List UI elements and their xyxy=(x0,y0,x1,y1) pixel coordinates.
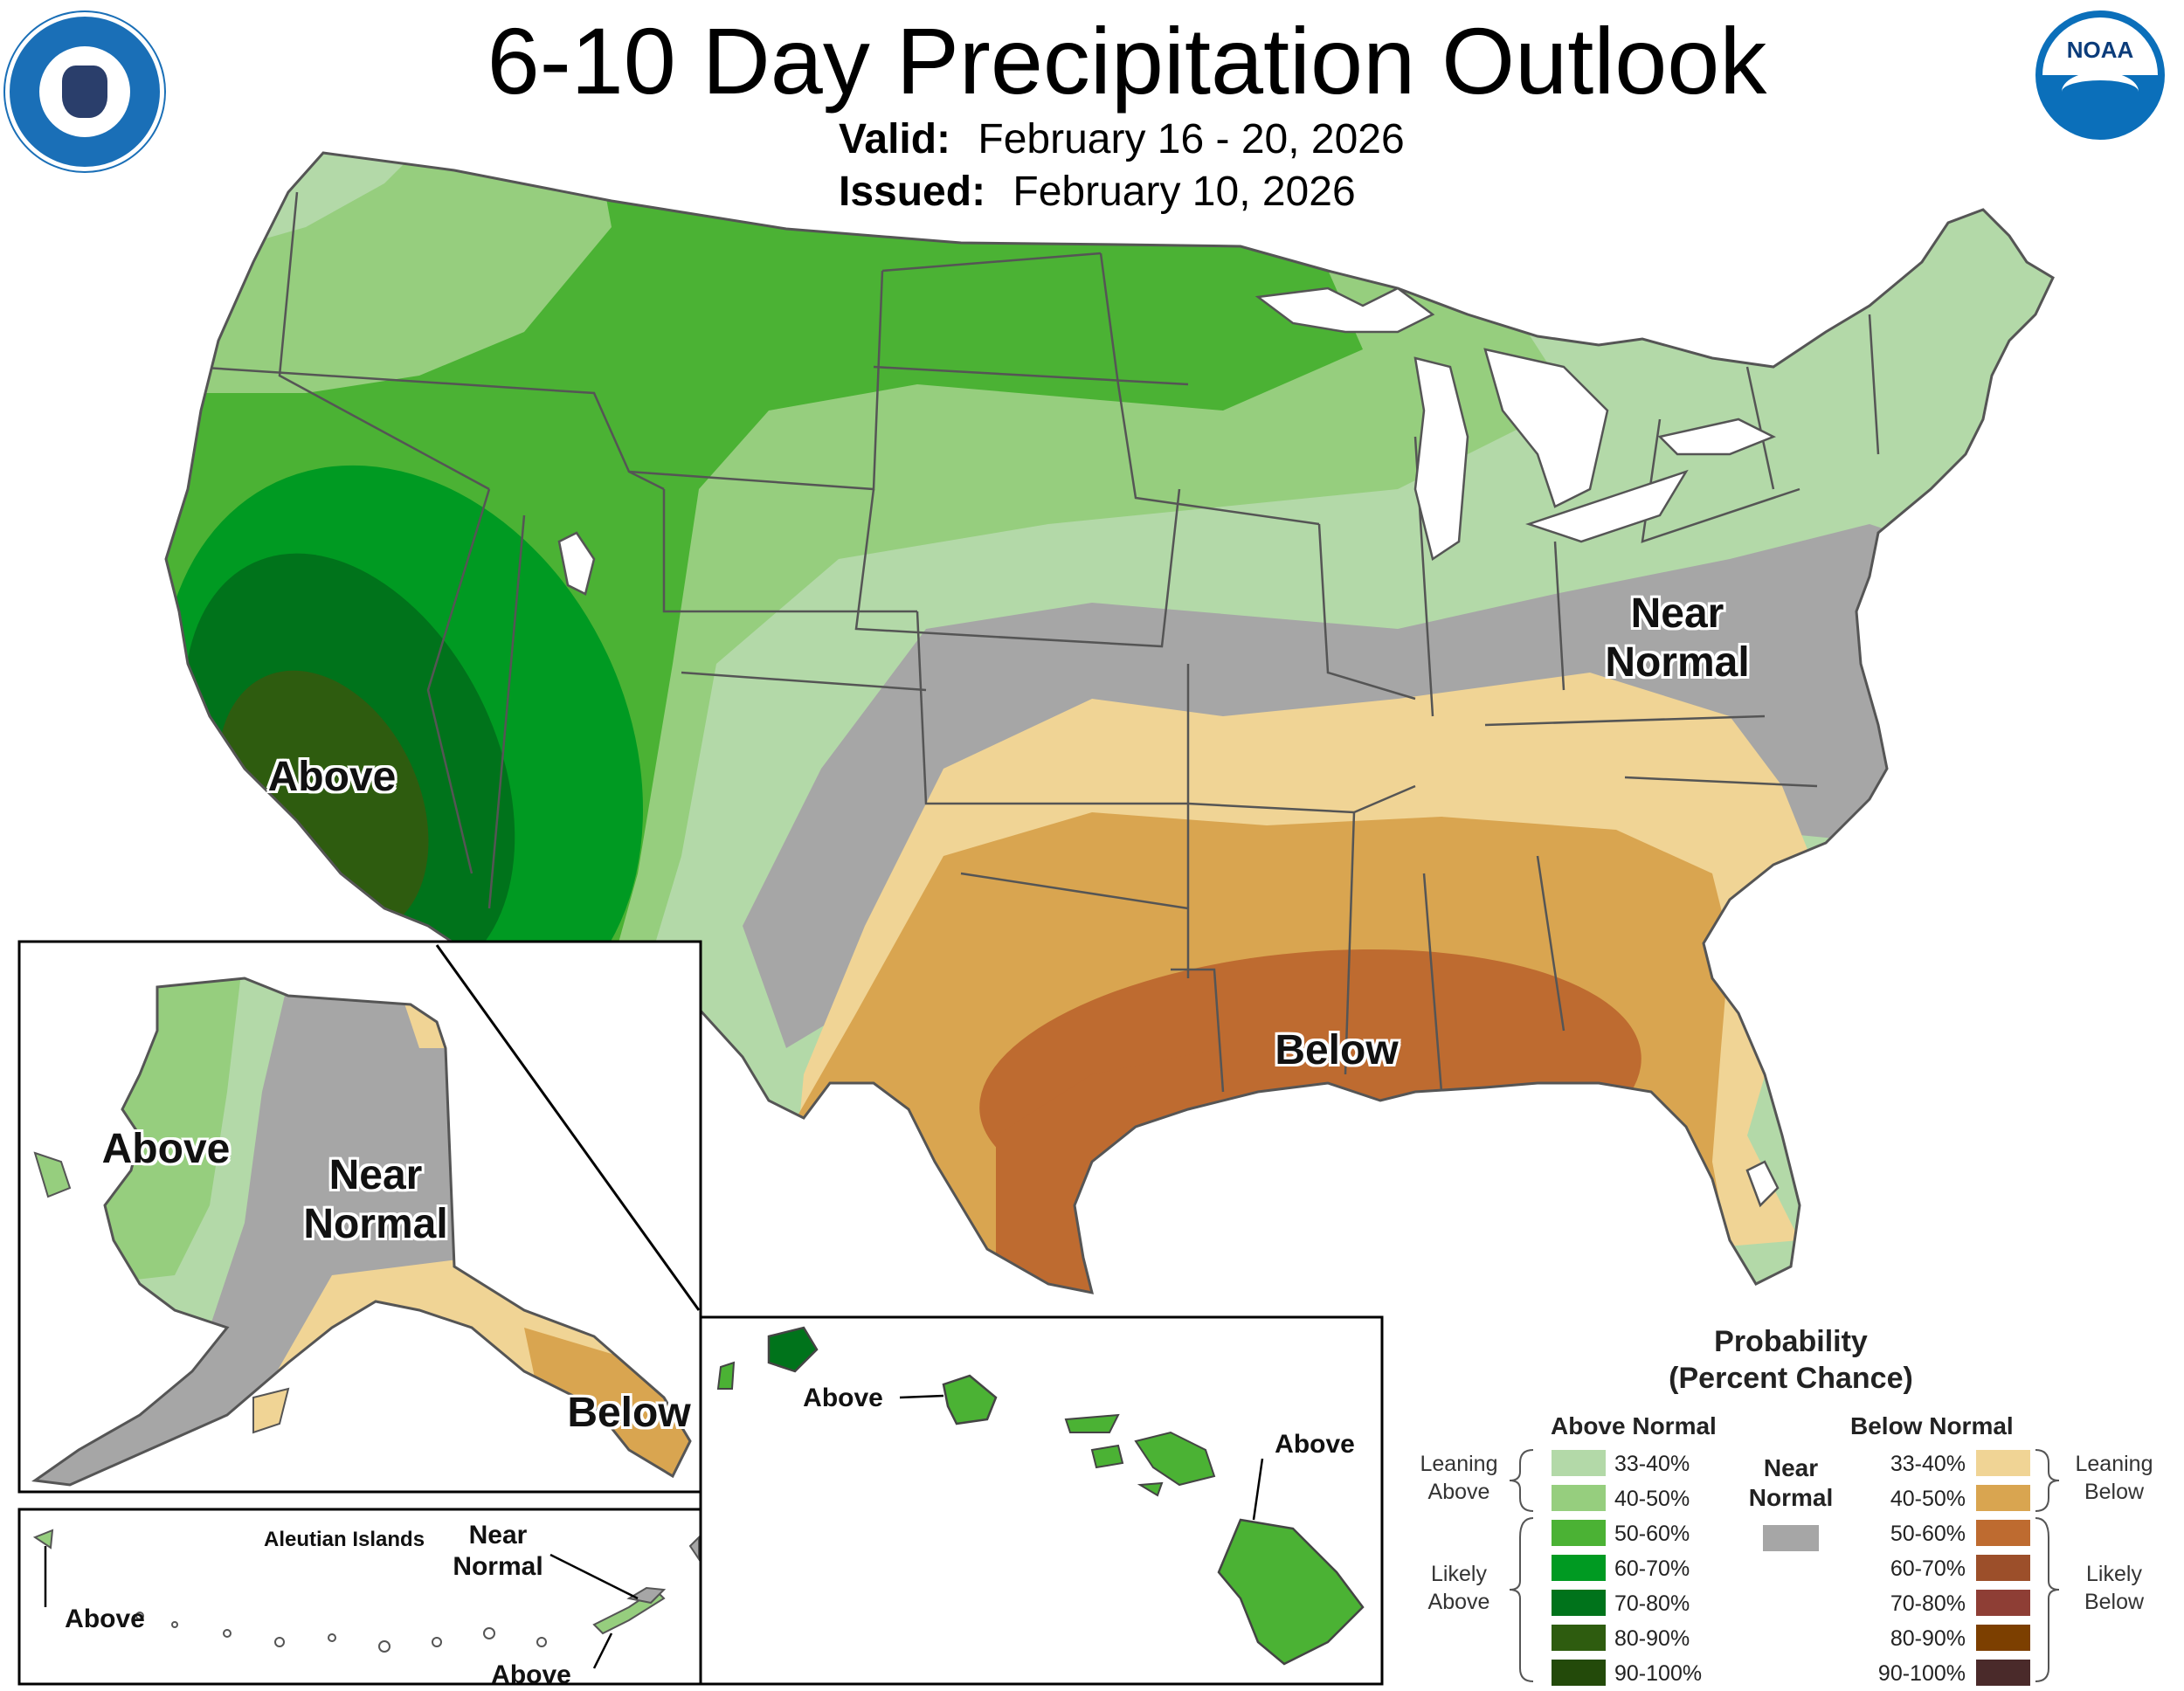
issued-line: Issued: February 10, 2026 xyxy=(839,166,1356,218)
legend-above-label-2: 50-60% xyxy=(1614,1522,1690,1546)
noaa-logo-text: NOAA xyxy=(2066,37,2134,63)
legend-above-label-4: 70-80% xyxy=(1614,1591,1690,1616)
noaa-logo: NOAA xyxy=(2035,10,2165,140)
leaning-above-line2: Above xyxy=(1427,1480,1490,1504)
leaning-above-label: Leaning Above xyxy=(1406,1450,1511,1506)
aleutian-above-left-label: Above xyxy=(65,1605,145,1633)
hawaii-above-right-label: Above xyxy=(1275,1430,1355,1459)
legend-above-swatch-4 xyxy=(1552,1590,1606,1616)
eagle-icon xyxy=(62,66,107,118)
valid-dates: February 16 - 20, 2026 xyxy=(978,116,1405,162)
legend-below-swatch-3 xyxy=(1976,1555,2030,1581)
legend-above-swatch-0 xyxy=(1552,1450,1606,1476)
conus-above-label: Above xyxy=(267,754,397,800)
likely-above-line1: Likely xyxy=(1431,1562,1487,1586)
page-title: 6-10 Day Precipitation Outlook xyxy=(487,8,1767,114)
legend-below-swatch-5 xyxy=(1976,1625,2030,1651)
alaska-inset xyxy=(17,940,702,1494)
hawaii-above-left-label: Above xyxy=(803,1384,883,1412)
alaska-above-label: Above xyxy=(101,1126,231,1172)
aleutian-inset xyxy=(17,1508,702,1686)
aleutian-near-line2: Normal xyxy=(453,1552,543,1581)
aleutian-title: Aleutian Islands xyxy=(264,1528,425,1551)
legend-above-label-0: 33-40% xyxy=(1614,1452,1690,1476)
legend-above-label-6: 90-100% xyxy=(1614,1661,1703,1686)
legend-above-swatch-3 xyxy=(1552,1555,1606,1581)
conus-below-label: Below xyxy=(1275,1027,1399,1073)
great-lakes xyxy=(557,286,1780,1208)
legend-above-swatch-1 xyxy=(1552,1485,1606,1511)
conus-near-normal-line1: Near xyxy=(1630,590,1724,637)
conus-near-normal-label: Near Normal xyxy=(1590,590,1765,687)
alaska-near-normal-line1: Near xyxy=(328,1152,423,1198)
leaning-below-label: Leaning Below xyxy=(2057,1450,2171,1506)
legend-below-swatch-1 xyxy=(1976,1485,2030,1511)
likely-above-line2: Above xyxy=(1427,1590,1490,1614)
legend-below-swatch-0 xyxy=(1976,1450,2030,1476)
legend-above-header: Above Normal xyxy=(1551,1412,1717,1439)
legend-below-label-5: 80-90% xyxy=(1890,1626,1966,1651)
legend-below-label-4: 70-80% xyxy=(1890,1591,1966,1616)
legend-title: Probability (Percent Chance) xyxy=(1398,1323,2184,1397)
legend-below-label-3: 60-70% xyxy=(1890,1556,1966,1581)
legend-near-line2: Normal xyxy=(1748,1484,1834,1511)
legend-below-label-1: 40-50% xyxy=(1890,1487,1966,1511)
leaning-below-line1: Leaning xyxy=(2075,1452,2153,1476)
legend-below-swatch-2 xyxy=(1976,1520,2030,1546)
likely-below-line2: Below xyxy=(2084,1590,2145,1614)
alaska-below-label: Below xyxy=(567,1390,691,1436)
commerce-seal-logo xyxy=(5,12,164,171)
leaning-below-line2: Below xyxy=(2084,1480,2145,1504)
legend-above-swatch-5 xyxy=(1552,1625,1606,1651)
legend-above-swatch-6 xyxy=(1552,1660,1606,1686)
legend-near-line1: Near xyxy=(1763,1454,1819,1481)
hawaii-inset xyxy=(699,1315,1384,1686)
legend-above-label-1: 40-50% xyxy=(1614,1487,1690,1511)
issued-date: February 10, 2026 xyxy=(1013,169,1356,215)
leaning-above-line1: Leaning xyxy=(1420,1452,1498,1476)
legend-above-swatch-2 xyxy=(1552,1520,1606,1546)
legend-above-label-3: 60-70% xyxy=(1614,1556,1690,1581)
legend-brackets xyxy=(1509,1449,2060,1682)
legend-near-header: Near Normal xyxy=(1738,1453,1843,1513)
legend-title-line1: Probability xyxy=(1714,1325,1868,1358)
alaska-near-normal-label: Near Normal xyxy=(288,1151,463,1249)
alaska-near-normal-line2: Normal xyxy=(303,1201,448,1247)
aleutian-near-line1: Near xyxy=(468,1521,528,1550)
legend-above-label-5: 80-90% xyxy=(1614,1626,1690,1651)
aleutian-above-right-label: Above xyxy=(491,1660,571,1689)
gull-icon xyxy=(2062,72,2139,112)
likely-below-label: Likely Below xyxy=(2057,1560,2171,1616)
aleutian-near-normal-label: Near Normal xyxy=(437,1520,559,1583)
legend-near-swatch xyxy=(1763,1525,1819,1551)
legend-below-label-6: 90-100% xyxy=(1877,1661,1966,1686)
legend-below-swatch-6 xyxy=(1976,1660,2030,1686)
likely-above-label: Likely Above xyxy=(1406,1560,1511,1616)
valid-line: Valid: February 16 - 20, 2026 xyxy=(839,114,1405,166)
legend-below-label-0: 33-40% xyxy=(1890,1452,1966,1476)
legend-below-label-2: 50-60% xyxy=(1890,1522,1966,1546)
likely-below-line1: Likely xyxy=(2086,1562,2142,1586)
conus-near-normal-line2: Normal xyxy=(1605,639,1750,686)
legend-below-swatch-4 xyxy=(1976,1590,2030,1616)
valid-label: Valid: xyxy=(839,116,951,162)
legend-title-line2: (Percent Chance) xyxy=(1669,1362,1913,1395)
issued-label: Issued: xyxy=(839,169,986,215)
legend-below-header: Below Normal xyxy=(1850,1412,2014,1439)
